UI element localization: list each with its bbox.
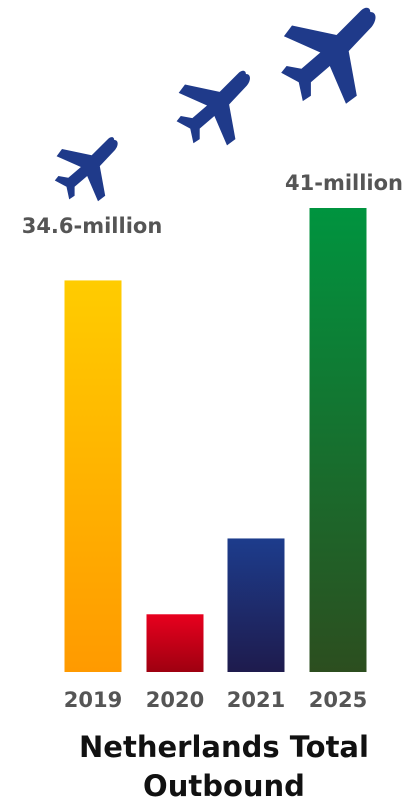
bar-2020: [146, 614, 204, 672]
bar-series: [64, 208, 367, 672]
plane-icon-medium: [176, 70, 250, 146]
plane-decorations: [54, 7, 376, 202]
plane-icon-small: [54, 137, 118, 202]
value-label-2025: 41-million: [285, 171, 403, 195]
bar-2021: [227, 538, 285, 672]
chart-title-line-2: Outbound: [143, 769, 305, 803]
x-tick-2020: 2020: [146, 688, 204, 712]
bar-2019: [64, 280, 122, 672]
chart-title: Netherlands Total Outbound: [79, 730, 369, 803]
x-axis-ticks: 2019 2020 2021 2025: [64, 688, 367, 712]
value-labels: 34.6-million 41-million: [22, 171, 403, 238]
chart-title-line-1: Netherlands Total: [79, 730, 369, 764]
x-tick-2025: 2025: [309, 688, 367, 712]
x-tick-2019: 2019: [64, 688, 122, 712]
x-tick-2021: 2021: [227, 688, 285, 712]
bar-2025: [309, 208, 367, 672]
plane-icon-large: [281, 7, 376, 104]
value-label-2019: 34.6-million: [22, 214, 163, 238]
